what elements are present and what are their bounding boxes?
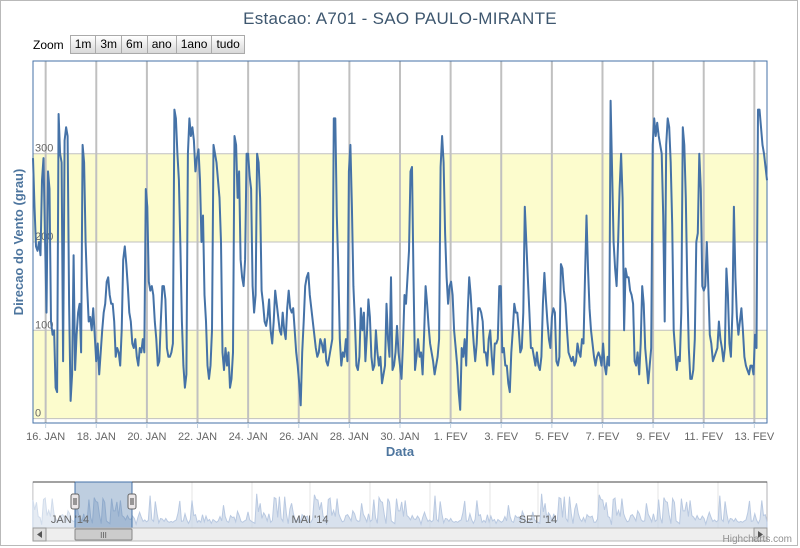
- x-tick-label: 18. JAN: [77, 431, 116, 443]
- scrollbar-grip: III: [100, 531, 107, 540]
- series-line[interactable]: [32, 99, 768, 411]
- x-tick-label: 13. FEV: [734, 431, 774, 443]
- chart-title: Estacao: A701 - SAO PAULO-MIRANTE: [243, 9, 557, 28]
- x-tick-label: 11. FEV: [684, 431, 724, 443]
- arrow-right-icon: [758, 531, 763, 538]
- x-tick-marks: [45, 423, 755, 428]
- x-tick-label: 5. FEV: [535, 431, 569, 443]
- x-tick-label: 26. JAN: [279, 431, 318, 443]
- x-tick-label: 28. JAN: [330, 431, 369, 443]
- y-tick-label: 300: [35, 143, 53, 155]
- credits-link[interactable]: Highcharts.com: [722, 534, 792, 545]
- zoom-ano-button[interactable]: ano: [146, 35, 177, 54]
- x-axis-title: Data: [386, 444, 415, 459]
- x-tick-label: 3. FEV: [484, 431, 518, 443]
- navigator-area: [32, 493, 768, 529]
- zoom-1m-button[interactable]: 1m: [69, 35, 97, 54]
- x-tick-label: 9. FEV: [636, 431, 670, 443]
- navigator-label-set: SET '14: [519, 514, 558, 526]
- zoom-1ano-button[interactable]: 1ano: [175, 35, 213, 54]
- scrollbar-thumb[interactable]: [74, 528, 133, 541]
- x-tick-label: 24. JAN: [229, 431, 268, 443]
- navigator-handle-right[interactable]: [127, 493, 137, 510]
- y-axis-title: Direcao do Vento (grau): [11, 169, 26, 316]
- navigator-mask-left: [33, 482, 75, 528]
- navigator-handle-left[interactable]: [70, 493, 80, 510]
- navigator-label-jan: JAN '14: [51, 514, 89, 526]
- zoom-tudo-button[interactable]: tudo: [211, 35, 245, 54]
- x-tick-label: 1. FEV: [434, 431, 468, 443]
- x-tick-label: 7. FEV: [586, 431, 620, 443]
- x-tick-labels: 16. JAN 18. JAN 20. JAN 22. JAN 24. JAN 26. J…: [26, 431, 775, 443]
- zoom-label: Zoom: [33, 37, 64, 52]
- x-tick-label: 20. JAN: [127, 431, 166, 443]
- y-tick-label: 100: [35, 319, 53, 331]
- zoom-bar: Zoom 1m 3m 6m ano 1ano tudo: [33, 35, 245, 54]
- scrollbar[interactable]: III: [32, 527, 768, 542]
- arrow-left-icon: [37, 531, 42, 538]
- x-tick-label: 22. JAN: [178, 431, 217, 443]
- x-tick-label: 30. JAN: [380, 431, 419, 443]
- navigator[interactable]: JAN '14 MAI '14 SET '14 III: [0, 478, 800, 548]
- zoom-3m-button[interactable]: 3m: [95, 35, 123, 54]
- scrollbar-track[interactable]: [32, 527, 768, 542]
- x-tick-label: 16. JAN: [26, 431, 65, 443]
- navigator-label-mai: MAI '14: [292, 514, 329, 526]
- y-tick-label: 0: [35, 408, 41, 420]
